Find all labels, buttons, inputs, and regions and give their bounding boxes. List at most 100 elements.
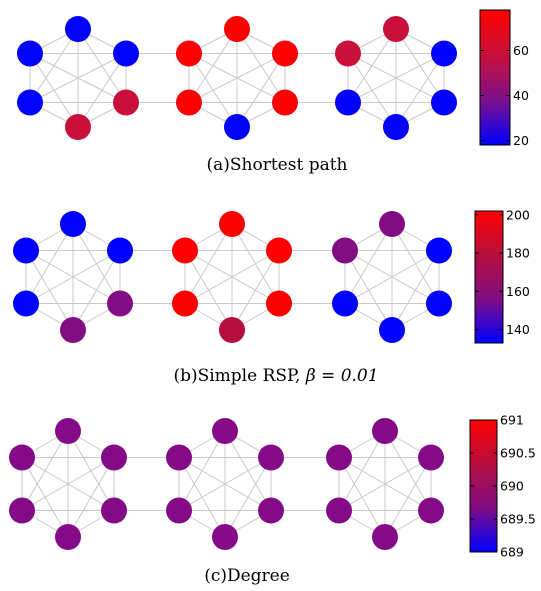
- graph-node: [418, 497, 444, 524]
- graph-node: [17, 89, 43, 116]
- edge: [21, 457, 115, 511]
- graph-node: [224, 16, 250, 42]
- graph-node: [335, 89, 361, 116]
- graph-node: [431, 89, 457, 116]
- graph-node: [431, 40, 457, 67]
- graph-node: [383, 16, 409, 42]
- graph-node: [172, 290, 198, 317]
- edge: [391, 250, 440, 331]
- colorbar-tick-label: 691: [500, 413, 524, 428]
- graph-node: [332, 237, 358, 264]
- graph-node: [107, 237, 133, 264]
- caption-b: (b)Simple RSP, β = 0.01: [173, 366, 378, 386]
- graph-node: [258, 444, 284, 471]
- graph-node: [55, 524, 81, 550]
- edge: [77, 53, 127, 128]
- graph-node: [60, 211, 86, 237]
- graph-node: [326, 497, 352, 524]
- graph-node: [372, 524, 398, 550]
- edge: [67, 457, 115, 538]
- graph-node: [166, 497, 192, 524]
- edge: [231, 250, 280, 331]
- edge: [184, 250, 280, 304]
- graph-node: [335, 40, 361, 67]
- panel-c: 691 690.5 690 689.5 689 (c)Degree: [9, 413, 536, 586]
- graph-node: [55, 418, 81, 444]
- graph-node: [113, 40, 139, 67]
- edge: [29, 53, 127, 103]
- graph-node: [266, 290, 292, 317]
- graph-node: [17, 40, 43, 67]
- graph-node: [9, 444, 35, 471]
- edge: [72, 250, 121, 331]
- graph-edges-a: [29, 28, 445, 128]
- graph-node: [258, 497, 284, 524]
- graph-node: [212, 524, 238, 550]
- edge: [347, 53, 445, 103]
- graph-node: [176, 40, 202, 67]
- graph-node: [418, 444, 444, 471]
- colorbar-tick-label: 20: [513, 133, 529, 148]
- graph-node: [219, 211, 245, 237]
- graph-node: [9, 497, 35, 524]
- colorbar-frame: [479, 9, 511, 146]
- colorbar-gradient: [475, 211, 503, 343]
- edge: [178, 457, 272, 511]
- graph-node: [224, 114, 250, 140]
- graph-node: [65, 114, 91, 140]
- graph-node: [383, 114, 409, 140]
- colorbar-frame: [474, 210, 504, 344]
- graph-node: [372, 418, 398, 444]
- panel-a: 60 40 20 (a)Shortest path: [17, 9, 529, 175]
- graph-node: [113, 89, 139, 116]
- colorbar-a: 60 40 20: [479, 9, 529, 148]
- graph-edges-b: [25, 223, 440, 331]
- graph-nodes-a: [17, 16, 457, 140]
- graph-node: [426, 237, 452, 264]
- colorbar-tick-label: 140: [506, 322, 530, 337]
- colorbar-tick-label: 690.5: [500, 446, 536, 461]
- edge: [338, 457, 432, 511]
- colorbar-tick-label: 690: [500, 479, 524, 494]
- edge: [224, 457, 272, 538]
- graph-node: [426, 290, 452, 317]
- graph-node: [13, 290, 39, 317]
- graph-node: [65, 16, 91, 42]
- graph-node: [379, 317, 405, 343]
- graph-node: [272, 89, 298, 116]
- colorbar-gradient: [470, 420, 497, 552]
- graph-node: [379, 211, 405, 237]
- graph-edges-c: [21, 430, 432, 538]
- graph-node: [212, 418, 238, 444]
- colorbar-tick-label: 40: [513, 88, 529, 103]
- colorbar-tick-label: 60: [513, 43, 529, 58]
- graph-node: [107, 290, 133, 317]
- graph-node: [13, 237, 39, 264]
- caption-c: (c)Degree: [204, 566, 290, 586]
- edge: [344, 250, 440, 304]
- colorbar-b: 200 180 160 140: [474, 207, 530, 344]
- graph-node: [266, 237, 292, 264]
- colorbar-tick-label: 689: [500, 545, 524, 560]
- graph-node: [60, 317, 86, 343]
- graph-node: [176, 89, 202, 116]
- edge: [25, 250, 121, 304]
- graph-node: [272, 40, 298, 67]
- graph-node: [219, 317, 245, 343]
- graph-node: [326, 444, 352, 471]
- graph-node: [101, 497, 127, 524]
- colorbar-tick-label: 200: [506, 207, 530, 222]
- colorbar-tick-label: 689.5: [500, 512, 536, 527]
- caption-a: (a)Shortest path: [206, 155, 347, 175]
- edge: [236, 53, 286, 128]
- colorbar-tick-label: 160: [506, 284, 530, 299]
- colorbar-tick-label: 180: [506, 246, 530, 261]
- graph-nodes-c: [9, 418, 444, 550]
- panel-b: 200 180 160 140 (b)Simple RSP, β = 0.01: [13, 207, 530, 386]
- graph-node: [172, 237, 198, 264]
- edge: [188, 53, 286, 103]
- colorbar-c: 691 690.5 690 689.5 689: [469, 413, 536, 560]
- graph-node: [166, 444, 192, 471]
- colorbar-gradient: [480, 10, 510, 145]
- graph-nodes-b: [13, 211, 452, 343]
